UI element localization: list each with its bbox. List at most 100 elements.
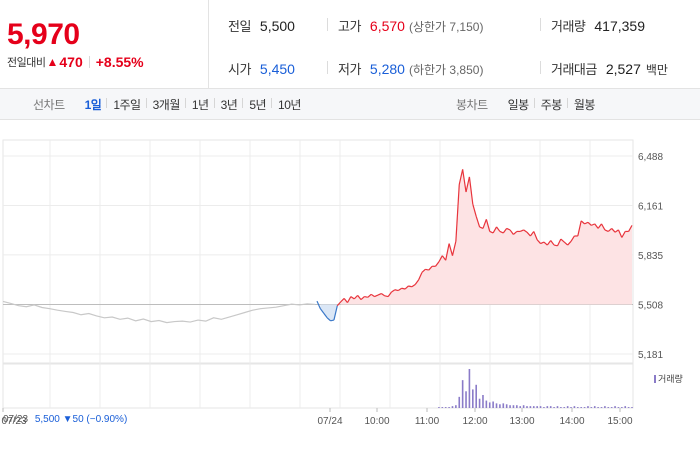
open-value: 5,450 — [259, 61, 295, 77]
price-chart-svg: 6,488 6,161 5,835 5,508 5,181 07/23 07/24 10:00… — [1, 139, 663, 427]
today-series-up-segment — [499, 230, 504, 234]
divider — [327, 61, 328, 74]
x-tick-label: 14:00 — [559, 416, 584, 427]
period-1y[interactable]: 1년 — [184, 96, 215, 113]
prev-close-value: 5,500 — [259, 18, 295, 34]
today-series-up-segment — [543, 241, 548, 246]
today-series-up-segment — [408, 285, 412, 288]
volume-plot-frame — [2, 362, 634, 409]
period-3m[interactable]: 3개월 — [145, 96, 186, 113]
today-series-up-segment — [489, 230, 494, 234]
today-series-up-segment — [526, 231, 531, 237]
today-series-up-segment — [485, 219, 491, 232]
high-label: 고가 — [338, 19, 361, 34]
today-series-up-segment — [550, 240, 555, 246]
x-tick-label: 10:00 — [364, 416, 389, 427]
volume-bar — [597, 407, 599, 408]
trade-amount: 거래대금 2,527 백만 — [551, 59, 668, 78]
period-1w[interactable]: 1주일 — [106, 96, 146, 113]
volume-bar — [478, 398, 481, 408]
today-series-up-segment — [465, 176, 471, 193]
today-series-up-segment — [350, 296, 355, 300]
today-series-up-segment — [506, 227, 511, 231]
volume-bar — [621, 407, 623, 408]
day-high: 고가 6,570 (상한가 7,150) — [338, 16, 483, 35]
today-series-up-segment — [357, 294, 362, 300]
volume-bar — [475, 384, 477, 408]
today-series-up-segment — [482, 219, 487, 229]
volume-bar — [458, 396, 461, 408]
today-series-up-segment — [594, 223, 599, 229]
x-tick-label: 07/24 — [317, 416, 342, 427]
period-1d[interactable]: 1일 — [84, 98, 102, 112]
volume-bar — [455, 405, 457, 408]
x-tick-label: 13:00 — [509, 416, 534, 427]
y-tick-label: 5,181 — [638, 350, 663, 361]
volume-bar — [468, 369, 471, 408]
today-series-up-segment — [374, 294, 379, 298]
volume-bar — [529, 406, 532, 408]
candle-monthly[interactable]: 월봉 — [566, 96, 601, 113]
today-series-down-segment — [323, 312, 328, 319]
prev-day-info: 07/23 5,500 ▼50 (−0.90%) — [3, 414, 127, 425]
volume-bar — [560, 407, 562, 408]
volume-bar — [617, 407, 620, 408]
today-series-up-segment — [556, 238, 562, 247]
volume-bar — [593, 406, 596, 408]
today-series-up-segment — [401, 287, 406, 290]
price-change: 전일대비 ▲ 470 +8.55% — [7, 54, 144, 70]
divider — [88, 56, 90, 68]
today-series-up-segment — [540, 241, 545, 245]
today-series-up-segment — [509, 229, 514, 235]
today-series-down-segment — [333, 305, 338, 321]
current-price-box: 5,970 전일대비 ▲ 470 +8.55% — [0, 0, 209, 89]
volume-bar — [505, 404, 508, 408]
volume-bar — [451, 406, 454, 408]
today-series-up-segment — [353, 294, 359, 300]
y-tick-label: 5,835 — [638, 251, 663, 262]
today-series-up-segment — [414, 279, 420, 285]
today-series-up-segment — [438, 255, 443, 263]
volume-bar — [482, 395, 484, 408]
today-series-up-segment — [577, 220, 582, 237]
volume-bar — [502, 403, 505, 408]
today-series-down-segment — [316, 300, 321, 309]
today-series-up-segment — [567, 240, 572, 246]
today-series-up-segment — [587, 221, 592, 226]
today-series-down-segment — [330, 319, 335, 322]
today-up-area — [317, 169, 632, 305]
intraday-chart: 6,488 6,161 5,835 5,508 5,181 07/23 07/24 10:00… — [0, 120, 700, 450]
volume-bar — [624, 406, 627, 408]
today-series-up-segment — [468, 176, 474, 205]
divider — [327, 18, 328, 31]
x-tick-label: 11:00 — [415, 416, 440, 427]
today-series-up-segment — [336, 301, 342, 307]
volume-legend: 거래량 — [654, 372, 683, 385]
today-series-up-segment — [441, 255, 447, 261]
y-tick-label: 5,508 — [638, 300, 663, 311]
volume-bar — [546, 406, 549, 408]
volume-bar — [438, 407, 440, 408]
volume-bar — [556, 406, 559, 408]
today-series-up-segment — [607, 227, 613, 232]
period-3y[interactable]: 3년 — [213, 96, 244, 113]
today-series-up-segment — [628, 225, 633, 232]
today-series-up-segment — [451, 241, 457, 256]
candle-daily[interactable]: 일봉 — [507, 98, 530, 112]
volume-bar — [485, 400, 488, 408]
volume-bar — [512, 405, 515, 408]
candle-weekly[interactable]: 주봉 — [533, 96, 568, 113]
volume-bar — [549, 406, 552, 408]
today-series-up-segment — [553, 244, 558, 247]
today-series-up-segment — [591, 223, 595, 226]
period-10y[interactable]: 10년 — [271, 96, 307, 113]
volume-bar — [448, 407, 450, 408]
y-tick-label: 6,488 — [638, 152, 663, 163]
upper-limit: (상한가 7,150) — [408, 20, 484, 34]
volume-bar — [573, 406, 576, 408]
today-series-up-segment — [381, 293, 386, 297]
lower-limit: (하한가 3,850) — [408, 63, 484, 77]
volume-bar — [563, 407, 566, 408]
today-series-up-segment — [597, 223, 602, 229]
period-5y[interactable]: 5년 — [242, 96, 272, 113]
